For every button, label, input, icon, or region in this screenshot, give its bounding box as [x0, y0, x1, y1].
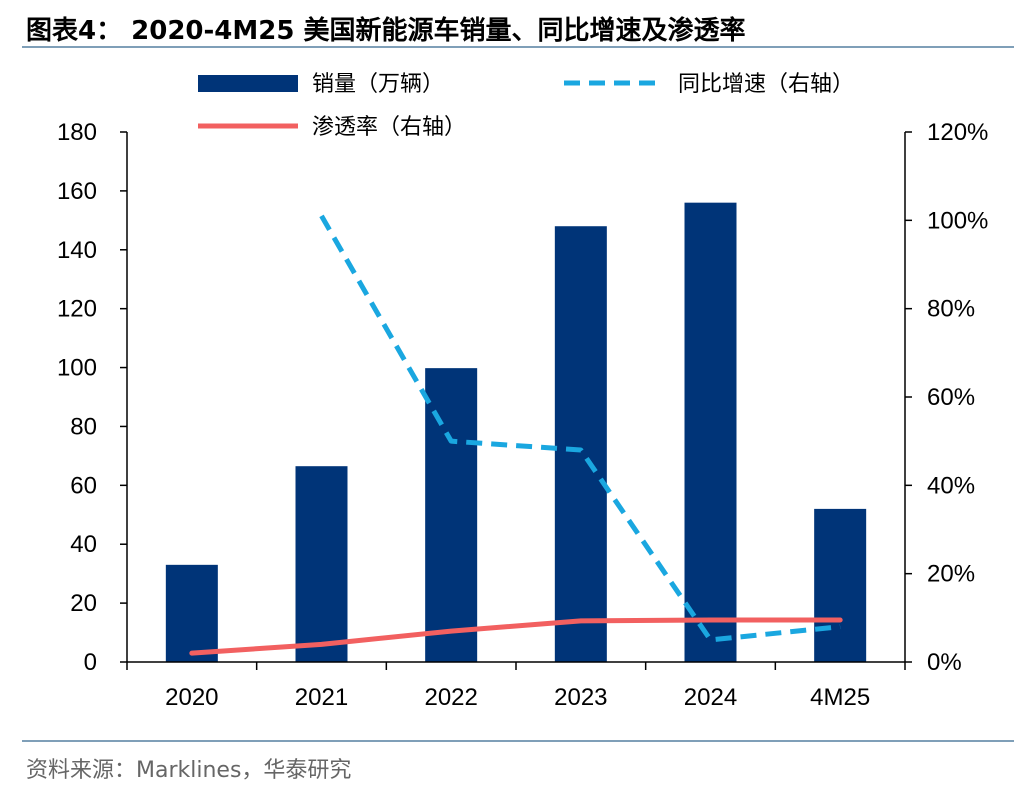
- x-tick-label: 2022: [424, 684, 477, 711]
- bar-2020: [165, 564, 218, 662]
- chart-title: 图表4： 2020-4M25 美国新能源车销量、同比增速及渗透率: [26, 16, 746, 46]
- bar-2022: [425, 368, 478, 662]
- yoy-growth-line: [319, 214, 841, 643]
- source-note: 资料来源：Marklines，华泰研究: [26, 758, 352, 783]
- legend-label-yoy: 同比增速（右轴）: [678, 72, 854, 97]
- left-tick-label: 60: [70, 472, 97, 499]
- x-tick-label: 2023: [554, 684, 607, 711]
- bar-2023: [554, 226, 607, 662]
- right-tick-label: 60%: [927, 384, 975, 411]
- right-tick-label: 40%: [927, 472, 975, 499]
- legend-label-penetration: 渗透率（右轴）: [312, 115, 466, 140]
- left-tick-label: 20: [70, 590, 97, 617]
- x-tick-label: 2020: [165, 684, 218, 711]
- x-tick-label: 2024: [684, 684, 737, 711]
- right-tick-label: 80%: [927, 296, 975, 323]
- x-tick-label: 4M25: [810, 684, 870, 711]
- left-tick-label: 80: [70, 413, 97, 440]
- left-tick-label: 140: [57, 237, 97, 264]
- right-tick-label: 20%: [927, 561, 975, 588]
- bar-2021: [295, 466, 348, 662]
- bar-2024: [684, 202, 737, 662]
- left-tick-label: 160: [57, 178, 97, 205]
- right-tick-label: 100%: [927, 207, 988, 234]
- legend-label-sales: 销量（万辆）: [312, 72, 444, 97]
- legend-swatch-sales: [198, 75, 298, 92]
- left-tick-label: 120: [57, 296, 97, 323]
- left-tick-label: 180: [57, 119, 97, 146]
- penetration-line: [189, 617, 843, 656]
- right-tick-label: 0%: [927, 649, 962, 676]
- x-tick-label: 2021: [295, 684, 348, 711]
- footer-rule: [22, 740, 1014, 742]
- left-tick-label: 0: [84, 649, 97, 676]
- right-tick-label: 120%: [927, 119, 988, 146]
- title-rule: [22, 46, 1014, 48]
- left-tick-label: 40: [70, 531, 97, 558]
- left-tick-label: 100: [57, 355, 97, 382]
- bar-4M25: [814, 508, 867, 662]
